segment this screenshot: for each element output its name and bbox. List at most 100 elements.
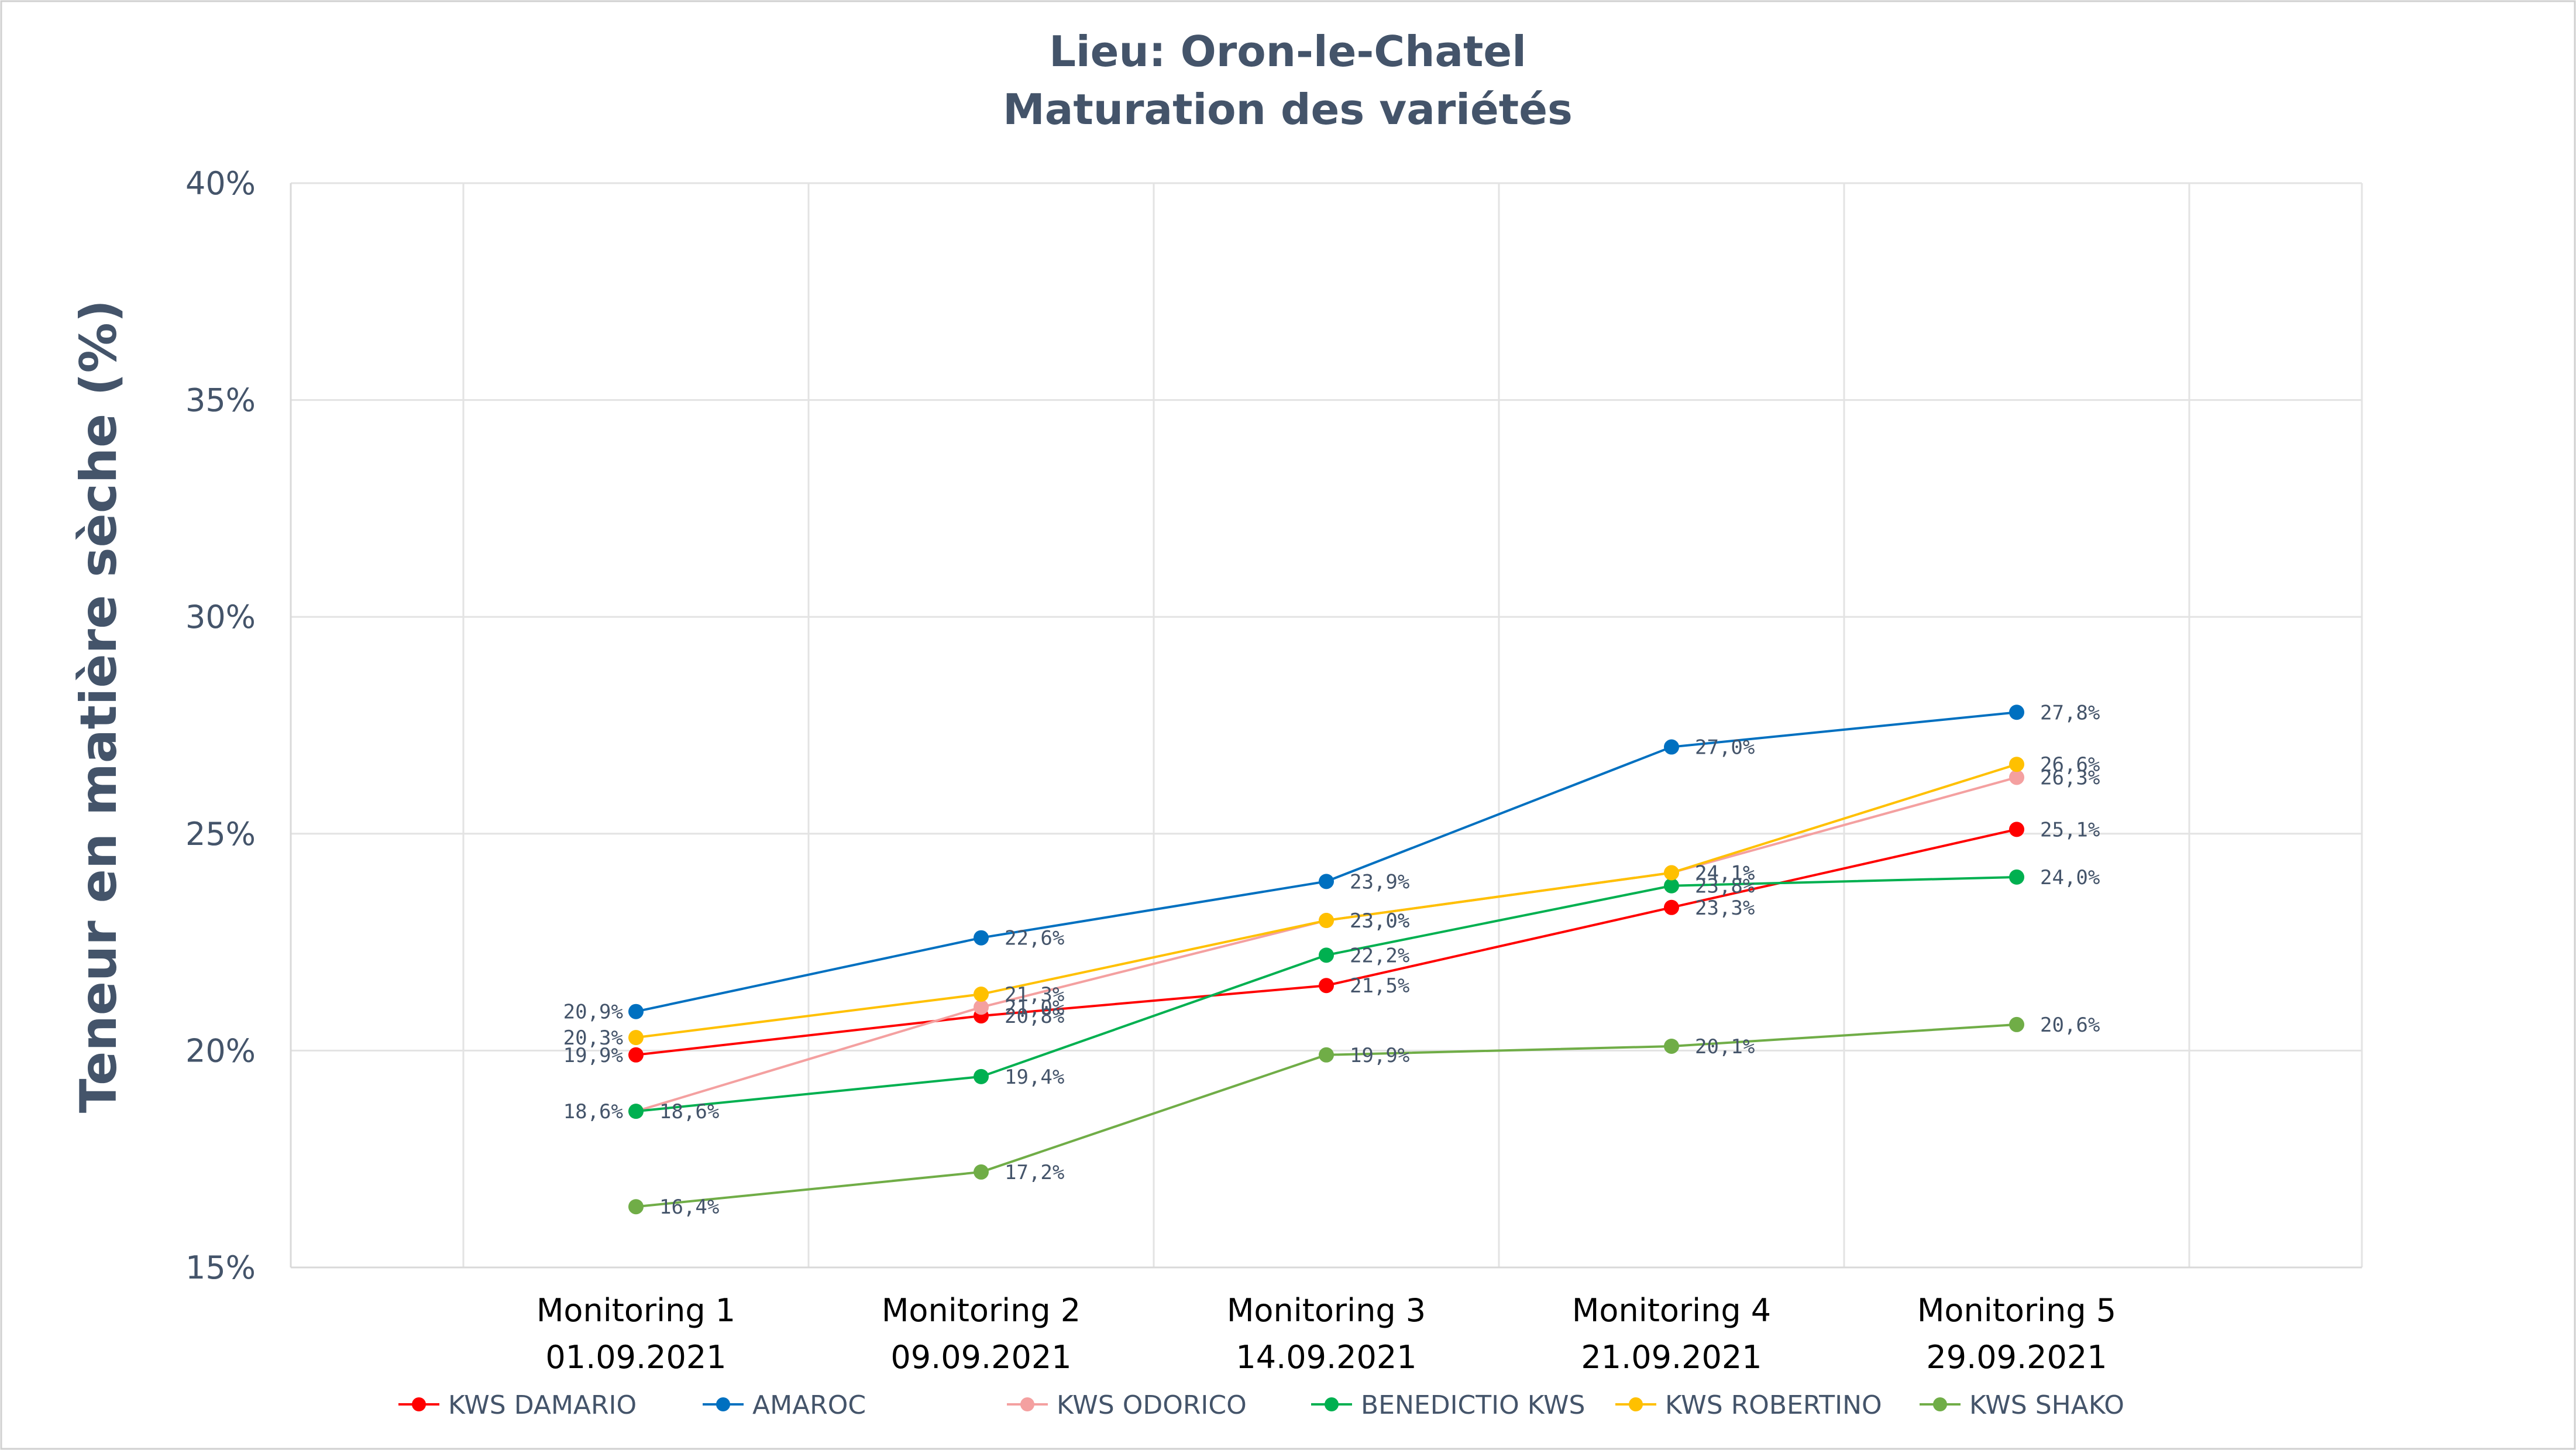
data-label: 19,9% — [1350, 1044, 1409, 1067]
data-point — [974, 999, 989, 1015]
data-label: 21,5% — [1350, 974, 1409, 998]
data-point — [974, 930, 989, 946]
data-label: 17,2% — [1005, 1161, 1064, 1184]
data-point — [974, 1164, 989, 1180]
data-point — [628, 1030, 644, 1046]
axes: 15% 20% 25% 30% 35% 40% Monitoring 1 01.09.2021… — [185, 165, 2362, 1376]
data-label: 21,3% — [1005, 983, 1064, 1006]
x-tick-label: Monitoring 2 — [882, 1292, 1081, 1329]
legend-label: KWS ROBERTINO — [1665, 1390, 1882, 1420]
data-point — [1664, 899, 1679, 915]
legend-item: KWS SHAKO — [1920, 1390, 2124, 1420]
x-tick-date: 29.09.2021 — [1926, 1339, 2107, 1376]
legend-label: KWS SHAKO — [1969, 1390, 2124, 1420]
data-label: 20,6% — [2040, 1013, 2100, 1037]
data-label: 21,0% — [1005, 996, 1064, 1019]
data-point — [1664, 739, 1679, 755]
data-label: 22,2% — [1350, 944, 1409, 967]
data-point — [628, 1199, 644, 1215]
x-tick-label: Monitoring 3 — [1227, 1292, 1426, 1329]
y-tick-label: 15% — [185, 1249, 256, 1286]
data-point — [1319, 874, 1334, 889]
data-label: 18,6% — [563, 1100, 623, 1123]
data-point — [2009, 705, 2024, 720]
x-tick-date: 09.09.2021 — [890, 1339, 1071, 1376]
data-label: 20,8% — [1005, 1005, 1064, 1028]
legend-item: KWS ROBERTINO — [1615, 1390, 1882, 1420]
legend-swatch-marker — [1629, 1397, 1643, 1411]
y-axis-label: Teneur en matière sèche (%) — [70, 300, 128, 1113]
data-labels: 19,9% 20,8% 21,5% 23,3% 25,1% 20,9% 22,6% 23,9%… — [563, 701, 2100, 1219]
legend-swatch-marker — [1325, 1397, 1339, 1411]
data-point — [2009, 869, 2024, 885]
data-label: 27,0% — [1695, 736, 1755, 760]
data-point — [2009, 1016, 2024, 1032]
legend-label: AMAROC — [752, 1390, 866, 1420]
x-tick-date: 21.09.2021 — [1581, 1339, 1762, 1376]
x-tick-label: Monitoring 5 — [1917, 1292, 2116, 1329]
legend-swatch-marker — [716, 1397, 730, 1411]
data-point — [974, 987, 989, 1002]
data-label: 23,8% — [1695, 875, 1755, 898]
data-label: 24,1% — [1695, 862, 1755, 885]
data-point — [2009, 822, 2024, 837]
data-point — [628, 1004, 644, 1019]
data-label: 20,1% — [1695, 1035, 1755, 1059]
y-tick-label: 20% — [185, 1032, 256, 1069]
legend-item: AMAROC — [703, 1390, 866, 1420]
data-point — [1664, 1038, 1679, 1054]
data-label: 19,4% — [1005, 1066, 1064, 1089]
data-point — [1664, 865, 1679, 881]
legend: KWS DAMARIO AMAROC KWS ODORICO BENEDICTIO K… — [398, 1390, 2124, 1420]
legend-label: BENEDICTIO KWS — [1361, 1390, 1585, 1420]
data-point — [1319, 947, 1334, 963]
data-label: 16,4% — [659, 1195, 719, 1219]
data-label: 23,9% — [1350, 870, 1409, 894]
legend-label: KWS ODORICO — [1057, 1390, 1247, 1420]
legend-swatch-marker — [1933, 1397, 1947, 1411]
legend-swatch-marker — [1020, 1397, 1034, 1411]
data-label: 22,6% — [1005, 927, 1064, 950]
data-label: 27,8% — [2040, 701, 2100, 724]
data-point — [1319, 978, 1334, 994]
data-point — [2009, 769, 2024, 785]
legend-item: BENEDICTIO KWS — [1311, 1390, 1585, 1420]
data-label: 18,6% — [659, 1100, 719, 1123]
x-tick-label: Monitoring 1 — [536, 1292, 735, 1329]
data-point — [974, 1068, 989, 1084]
data-point — [628, 1047, 644, 1063]
legend-swatch-marker — [412, 1397, 426, 1411]
legend-item: KWS DAMARIO — [398, 1390, 637, 1420]
data-point — [1319, 1047, 1334, 1063]
data-point — [1319, 913, 1334, 929]
legend-label: KWS DAMARIO — [448, 1390, 637, 1420]
y-tick-label: 25% — [185, 816, 256, 853]
chart-subtitle: Maturation des variétés — [1003, 85, 1573, 134]
x-tick-date: 14.09.2021 — [1236, 1339, 1416, 1376]
data-point — [1664, 878, 1679, 894]
data-label: 23,0% — [1350, 909, 1409, 933]
x-tick-label: Monitoring 4 — [1572, 1292, 1771, 1329]
data-label: 24,0% — [2040, 866, 2100, 889]
y-tick-label: 40% — [185, 165, 256, 202]
data-label: 26,3% — [2040, 766, 2100, 789]
data-label: 23,0% — [1350, 909, 1409, 933]
data-label: 23,3% — [1695, 896, 1755, 920]
y-tick-label: 35% — [185, 382, 256, 419]
data-label: 24,1% — [1695, 862, 1755, 885]
y-tick-label: 30% — [185, 599, 256, 635]
data-label: 26,6% — [2040, 753, 2100, 776]
legend-item: KWS ODORICO — [1007, 1390, 1247, 1420]
data-label: 20,3% — [563, 1026, 623, 1050]
data-point — [2009, 757, 2024, 772]
data-label: 20,9% — [563, 1001, 623, 1024]
data-point — [628, 1104, 644, 1119]
data-label: 25,1% — [2040, 818, 2100, 841]
data-label: 19,9% — [563, 1044, 623, 1067]
series-lines — [628, 705, 2024, 1215]
chart-title: Lieu: Oron-le-Chatel — [1049, 27, 1526, 76]
x-tick-date: 01.09.2021 — [545, 1339, 726, 1376]
